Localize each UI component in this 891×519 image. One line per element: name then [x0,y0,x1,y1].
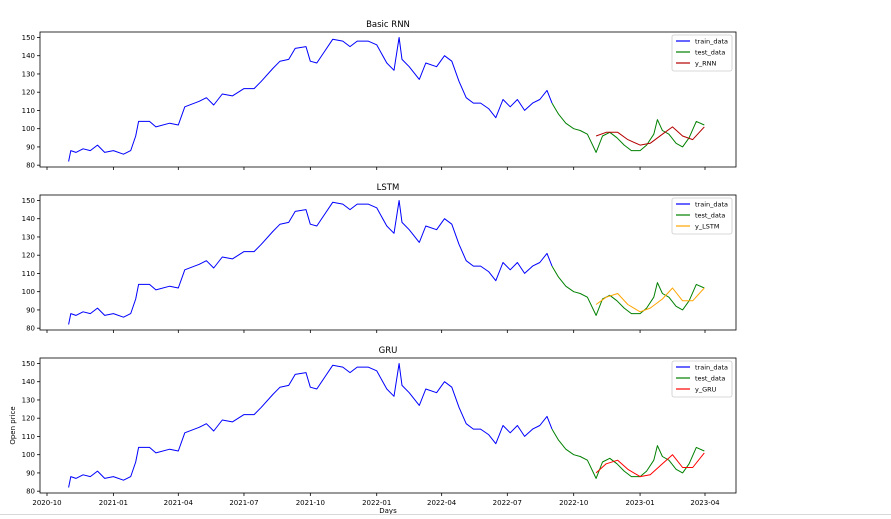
legend: train_data test_data y_LSTM [671,197,733,235]
y-tick-label: 110 [22,433,35,441]
x-tick-label: 2021-04 [164,499,194,507]
y-tick-label: 150 [22,360,35,368]
y-tick-label: 80 [26,162,35,170]
plot-frame [39,357,737,494]
y-tick-label: 120 [22,415,35,423]
y-tick-label: 130 [22,396,35,404]
legend-box [671,360,733,398]
y-tick-label: 120 [22,89,35,97]
x-tick-label: 2021-01 [99,499,128,507]
panel-title: LSTM [377,183,400,193]
legend-box [671,34,733,72]
legend-label: train_data [695,38,728,46]
series-line-test-data [551,265,705,316]
series-line-train-data [68,200,553,325]
series-line-y-RNN [595,126,705,146]
y-tick-label: 110 [22,107,35,115]
legend-label: test_data [695,49,725,57]
x-tick-label: 2022-04 [427,499,457,507]
y-tick-label: 90 [26,306,35,314]
panel-3: GRU 80 90 100 110 120 130 140 150 2020-10 2021-01 2… [9,346,737,515]
x-tick-label: 2022-01 [362,499,391,507]
series-line-test-data [551,102,705,153]
legend-label: train_data [695,201,728,209]
y-tick-label: 150 [22,34,35,42]
x-tick-label: 2021-10 [296,499,325,507]
legend-label: y_LSTM [695,223,719,231]
y-tick-label: 150 [22,197,35,205]
y-tick-label: 80 [26,325,35,333]
series-line-train-data [68,363,553,488]
y-tick-label: 130 [22,70,35,78]
bottom-divider [0,514,891,515]
x-tick-label: 2022-07 [493,499,522,507]
panel-1: Basic RNN 80 90 100 110 120 130 140 150 train_dat… [22,20,737,170]
x-tick-label: 2023-01 [625,499,654,507]
panel-2: LSTM 80 90 100 110 120 130 140 150 train_datatest… [22,183,737,333]
y-tick-label: 90 [26,469,35,477]
x-tick-label: 2021-07 [229,499,258,507]
legend-label: test_data [695,375,725,383]
series-line-y-GRU [595,452,705,478]
y-tick-label: 100 [22,288,35,296]
y-tick-label: 100 [22,451,35,459]
plot-frame [39,31,737,168]
legend: train_data test_data y_RNN [671,34,733,72]
panel-title: GRU [379,346,398,356]
x-tick-label: 2022-10 [559,499,588,507]
x-axis-label: Days [379,507,397,515]
series-line-test-data [551,428,705,479]
legend-label: y_RNN [695,60,716,68]
series-line-train-data [68,37,553,162]
y-tick-label: 100 [22,125,35,133]
y-axis-label: Open price [9,406,17,444]
legend: train_data test_data y_GRU [671,360,733,398]
y-tick-label: 140 [22,215,35,223]
y-tick-label: 90 [26,143,35,151]
x-tick-label: 2023-04 [690,499,720,507]
y-tick-label: 140 [22,378,35,386]
legend-label: y_GRU [695,386,717,394]
y-tick-label: 80 [26,488,35,496]
y-tick-label: 140 [22,52,35,60]
legend-box [671,197,733,235]
panel-title: Basic RNN [366,20,410,30]
x-tick-label: 2020-10 [32,499,61,507]
legend-label: train_data [695,364,728,372]
y-tick-label: 130 [22,233,35,241]
y-tick-label: 110 [22,270,35,278]
plot-frame [39,194,737,331]
y-tick-label: 120 [22,252,35,260]
legend-label: test_data [695,212,725,220]
series-line-y-LSTM [595,287,705,313]
